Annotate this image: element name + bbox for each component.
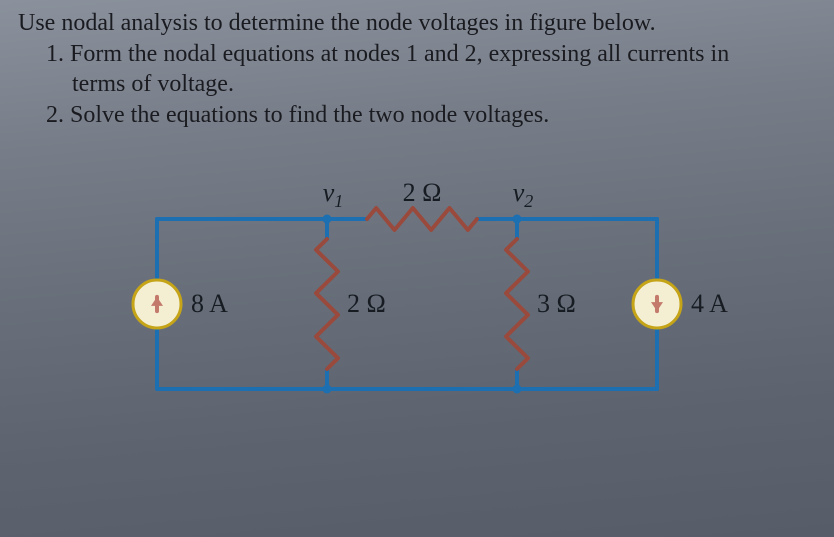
step1-num: 1. <box>46 41 64 67</box>
svg-text:3 Ω: 3 Ω <box>537 289 576 318</box>
page: Use nodal analysis to determine the node… <box>0 0 834 537</box>
problem-step-2: 2. Solve the equations to find the two n… <box>46 100 816 131</box>
circuit-svg: v1 v2 2 Ω 2 Ω 3 Ω 8 A 4 A <box>97 159 737 444</box>
svg-text:2 Ω: 2 Ω <box>403 178 442 207</box>
step2-text: Solve the equations to find the two node… <box>70 102 549 128</box>
step2-num: 2. <box>46 102 64 128</box>
svg-text:v1: v1 <box>323 178 344 211</box>
circuit-figure: v1 v2 2 Ω 2 Ω 3 Ω 8 A 4 A <box>18 159 816 449</box>
problem-intro: Use nodal analysis to determine the node… <box>18 8 816 39</box>
svg-text:2 Ω: 2 Ω <box>347 289 386 318</box>
svg-text:v2: v2 <box>513 178 534 211</box>
problem-step-1: 1. Form the nodal equations at nodes 1 a… <box>46 39 816 100</box>
step1-b: terms of voltage. <box>72 71 234 97</box>
svg-text:8 A: 8 A <box>191 289 228 318</box>
problem-text: Use nodal analysis to determine the node… <box>18 8 816 131</box>
step1-a: Form the nodal equations at nodes 1 and … <box>70 41 729 67</box>
svg-text:4 A: 4 A <box>691 289 728 318</box>
